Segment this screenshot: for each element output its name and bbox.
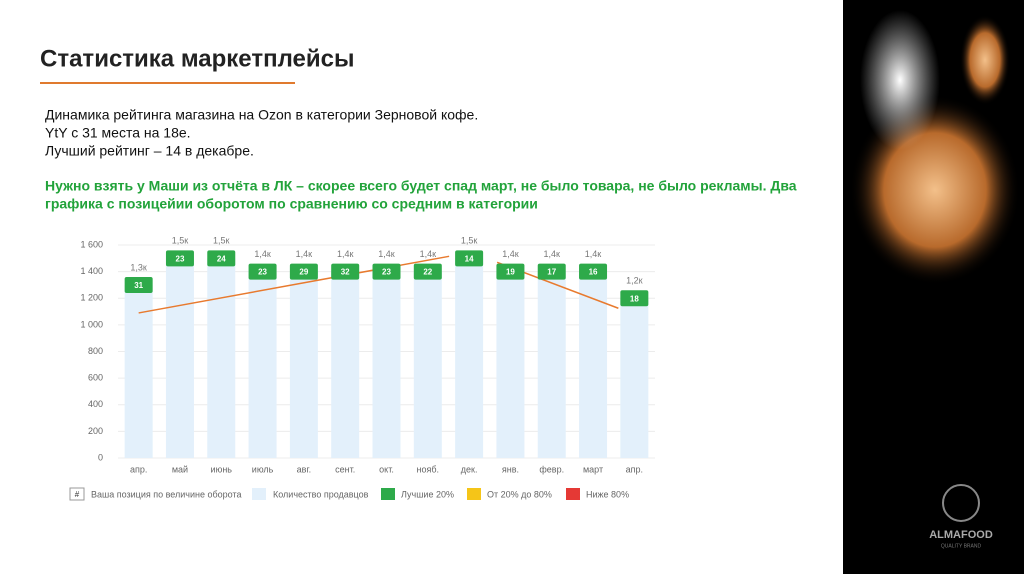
position-label: 23 <box>176 254 185 263</box>
legend-label: Лучшие 20% <box>401 489 454 499</box>
value-label: 1,4к <box>420 249 437 259</box>
position-label: 17 <box>547 268 556 277</box>
bar <box>413 271 442 458</box>
position-label: 29 <box>299 268 308 277</box>
bar <box>207 258 236 458</box>
logo <box>942 484 980 522</box>
title: Статистика маркетплейсы <box>40 45 354 72</box>
bar <box>331 271 360 458</box>
position-label: 31 <box>134 281 143 290</box>
bar <box>248 271 277 458</box>
position-badge <box>124 276 153 293</box>
legend-swatch <box>381 488 395 500</box>
position-label: 23 <box>382 268 391 277</box>
position-badge <box>289 263 318 280</box>
position-label: 14 <box>465 254 474 263</box>
position-label: 32 <box>341 268 350 277</box>
position-badge <box>455 250 484 267</box>
chart: 0 200 400 600 800 1 000 1 200 1 400 1 600 апр. 1,3… <box>69 236 655 501</box>
legend-label: Ваша позиция по величине оборота <box>91 489 241 499</box>
position-badge <box>620 290 649 307</box>
legend-label: От 20% до 80% <box>487 489 552 499</box>
position-label: 19 <box>506 268 515 277</box>
value-label: 1,4к <box>296 249 313 259</box>
legend-swatch <box>467 488 481 500</box>
x-tick-label: дек. <box>461 464 478 474</box>
x-tick-label: май <box>172 464 188 474</box>
legend-label: Количество продавцов <box>273 489 369 499</box>
position-badge <box>372 263 401 280</box>
x-tick-label: июнь <box>211 464 233 474</box>
x-tick-label: март <box>583 464 603 474</box>
position-badge <box>496 263 525 280</box>
x-tick-label: сент. <box>335 464 355 474</box>
position-label: 18 <box>630 294 639 303</box>
bar <box>620 298 649 458</box>
decor <box>860 10 940 150</box>
x-tick-label: февр. <box>539 464 564 474</box>
y-tick-label: 1 200 <box>80 293 103 303</box>
x-tick-label: авг. <box>297 464 311 474</box>
y-tick-label: 1 600 <box>80 239 103 249</box>
bar <box>289 271 318 458</box>
position-badge <box>537 263 566 280</box>
position-badge <box>207 250 236 267</box>
value-label: 1,4к <box>544 249 561 259</box>
decor <box>960 15 1010 105</box>
text-line: Лучший рейтинг – 14 в декабре. <box>45 143 254 159</box>
value-label: 1,3к <box>130 262 147 272</box>
note: Нужно взять у Маши из отчёта в ЛК – скор… <box>45 178 797 194</box>
y-tick-label: 400 <box>88 399 103 409</box>
x-tick-label: апр. <box>130 464 147 474</box>
bar <box>165 258 194 458</box>
position-badge <box>331 263 360 280</box>
x-tick-label: июль <box>252 464 274 474</box>
legend-label: Ниже 80% <box>586 489 629 499</box>
x-tick-label: апр. <box>626 464 643 474</box>
position-badge <box>165 250 194 267</box>
legend-symbol-text: # <box>75 490 80 499</box>
y-tick-label: 200 <box>88 426 103 436</box>
x-tick-label: нояб. <box>417 464 440 474</box>
position-label: 16 <box>589 268 598 277</box>
bar <box>372 271 401 458</box>
position-badge <box>579 263 608 280</box>
legend-symbol <box>69 487 85 501</box>
legend-swatch <box>252 488 266 500</box>
bar <box>579 271 608 458</box>
value-label: 1,4к <box>502 249 519 259</box>
text-line: YtY с 31 места на 18е. <box>45 125 191 141</box>
brand-tagline: QUALITY BRAND <box>941 543 982 549</box>
value-label: 1,5к <box>213 236 230 246</box>
value-label: 1,4к <box>337 249 354 259</box>
note: графика с позицейии оборотом по сравнени… <box>45 196 538 212</box>
value-label: 1,5к <box>461 236 478 246</box>
value-label: 1,4к <box>378 249 395 259</box>
y-tick-label: 800 <box>88 346 103 356</box>
position-label: 22 <box>423 268 432 277</box>
x-tick-label: янв. <box>502 464 519 474</box>
value-label: 1,5к <box>172 236 189 246</box>
legend-swatch <box>566 488 580 500</box>
text-line: Динамика рейтинга магазина на Ozon в кат… <box>45 107 478 123</box>
y-tick-label: 1 400 <box>80 266 103 276</box>
brand: ALMAFOOD <box>929 529 993 541</box>
position-badge <box>248 263 277 280</box>
y-tick-label: 0 <box>98 452 103 462</box>
bar <box>124 284 153 458</box>
position-label: 23 <box>258 268 267 277</box>
x-tick-label: окт. <box>379 464 394 474</box>
value-label: 1,2к <box>626 276 643 286</box>
bar <box>455 258 484 458</box>
value-label: 1,4к <box>254 249 271 259</box>
position-label: 24 <box>217 254 226 263</box>
value-label: 1,4к <box>585 249 602 259</box>
bar <box>537 271 566 458</box>
bar <box>496 271 525 458</box>
y-tick-label: 1 000 <box>80 319 103 329</box>
position-badge <box>413 263 442 280</box>
y-tick-label: 600 <box>88 373 103 383</box>
